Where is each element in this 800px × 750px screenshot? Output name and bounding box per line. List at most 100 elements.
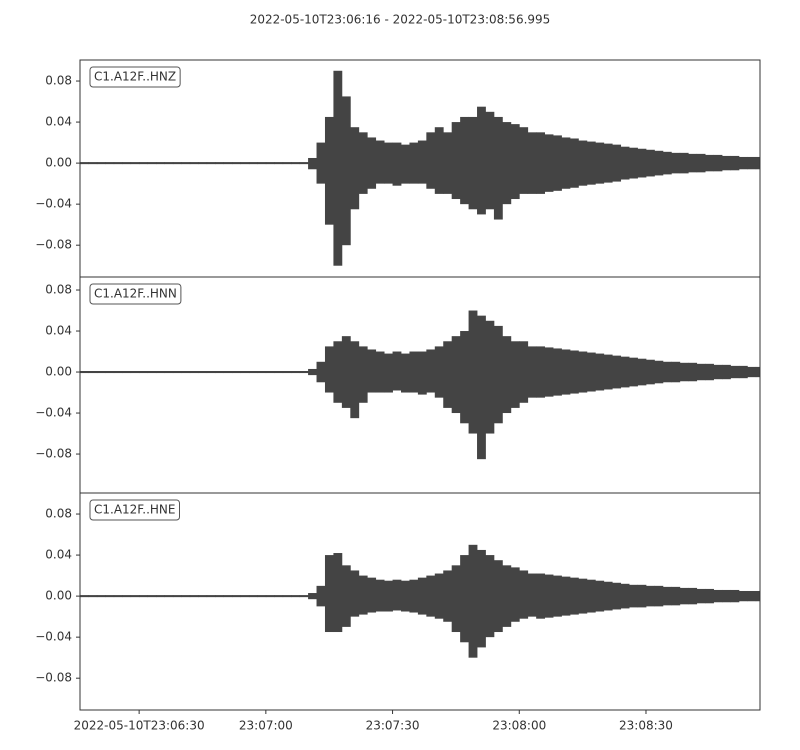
waveform-segment [308, 157, 317, 170]
y-tick-label: −0.08 [35, 238, 72, 252]
trace-label: C1.A12F..HNZ [94, 70, 176, 84]
waveform-segment [341, 96, 351, 246]
waveform-segment [443, 341, 453, 408]
waveform-segment [578, 140, 588, 186]
waveform-segment [384, 580, 393, 612]
waveform-segment [367, 577, 377, 613]
waveform-segment [223, 595, 233, 598]
waveform-segment [299, 162, 309, 165]
waveform-segment [248, 371, 258, 374]
waveform-segment [358, 132, 368, 194]
waveform-segment [544, 347, 554, 397]
waveform-segment [620, 356, 630, 388]
waveform-segment [654, 360, 664, 384]
waveform-segment [705, 363, 714, 381]
waveform-segment [147, 371, 157, 374]
waveform-segment [409, 142, 419, 184]
waveform-segment [96, 162, 106, 165]
waveform-segment [722, 589, 731, 603]
y-tick-label: 0.08 [45, 283, 72, 297]
waveform-segment [324, 346, 334, 393]
waveform-segment [189, 595, 199, 598]
waveform-segment [612, 144, 622, 182]
waveform-segment [747, 156, 757, 170]
waveform-segment [434, 127, 444, 194]
trace-label-box [89, 283, 182, 305]
waveform-segment [510, 341, 520, 408]
waveform-segment [324, 116, 334, 225]
y-tick-label: −0.04 [35, 406, 72, 420]
waveform-segment [645, 585, 655, 607]
y-tick-label: 0.08 [45, 74, 72, 88]
waveform-segment [147, 162, 157, 165]
waveform-segment [679, 152, 689, 174]
waveform-segment [232, 595, 241, 598]
waveform-segment [240, 595, 250, 598]
waveform-segment [333, 341, 343, 403]
waveform-segment [536, 573, 546, 619]
waveform-segment [401, 580, 410, 612]
waveform-segment [80, 595, 89, 598]
x-tick-label: 2022-05-10T23:06:30 [74, 719, 205, 733]
waveform-segment [367, 349, 377, 393]
trace [80, 310, 760, 460]
waveform-segment [544, 574, 554, 618]
waveform-segment [730, 155, 740, 171]
waveform-segment [612, 355, 622, 389]
waveform-segment [645, 359, 655, 385]
waveform-segment [603, 581, 613, 611]
waveform-segment [88, 162, 98, 165]
waveform-segment [696, 588, 706, 604]
waveform-segment [375, 579, 385, 612]
waveform-segment [527, 132, 537, 194]
waveform-segment [198, 371, 208, 374]
waveform-segment [358, 346, 368, 403]
waveform-segment [156, 162, 165, 165]
waveform-segment [477, 315, 486, 460]
waveform-segment [688, 362, 698, 382]
trace-label: C1.A12F..HNN [94, 287, 177, 301]
y-tick-label: −0.08 [35, 671, 72, 685]
waveform-segment [274, 595, 284, 598]
waveform-segment [96, 371, 106, 374]
waveform-segment [493, 325, 503, 424]
waveform-segment [612, 582, 622, 610]
waveform-segment [164, 162, 174, 165]
waveform-segment [586, 141, 596, 185]
waveform-segment [384, 142, 393, 184]
waveform-segment [510, 567, 520, 622]
waveform-segment [181, 371, 191, 374]
waveform-segment [316, 142, 326, 184]
waveform-segment [553, 575, 562, 617]
waveform-segment [502, 565, 512, 627]
waveform-segment [164, 371, 174, 374]
waveform-segment [392, 351, 402, 391]
waveform-segment [409, 351, 419, 393]
waveform-segment [198, 162, 208, 165]
waveform-segment [113, 595, 123, 598]
waveform-segment [240, 162, 250, 165]
waveform-segment [265, 595, 275, 598]
waveform-segment [265, 162, 275, 165]
waveform-segment [755, 590, 760, 602]
waveform-segment [654, 585, 664, 607]
waveform-segment [341, 565, 351, 627]
waveform-segment [147, 595, 157, 598]
x-tick-label: 23:07:30 [366, 719, 420, 733]
waveform-segment [578, 578, 588, 614]
waveform-segment [333, 70, 343, 266]
waveform-segment [586, 352, 596, 392]
waveform-segment [274, 162, 284, 165]
waveform-segment [248, 595, 258, 598]
waveform-segment [426, 575, 436, 617]
waveform-segment [308, 593, 317, 600]
waveform-segment [662, 586, 672, 606]
waveform-segment [105, 595, 115, 598]
waveform-segment [688, 153, 698, 173]
waveform-segment [88, 595, 98, 598]
waveform-segment [223, 162, 233, 165]
trace-label: C1.A12F..HNE [94, 503, 176, 517]
waveform-segment [527, 346, 537, 398]
waveform-segment [578, 351, 588, 393]
waveform-segment [172, 371, 182, 374]
